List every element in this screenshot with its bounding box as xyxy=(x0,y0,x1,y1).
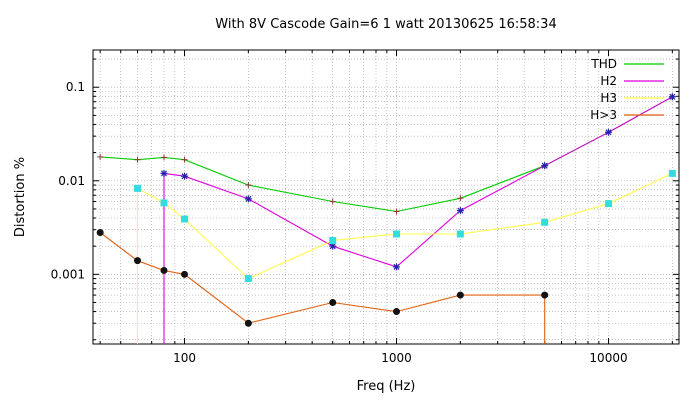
data-point xyxy=(541,291,549,299)
data-point xyxy=(668,93,676,101)
data-point xyxy=(541,218,549,226)
legend-label: H2 xyxy=(600,74,617,88)
data-point xyxy=(181,172,189,180)
data-point xyxy=(329,298,337,306)
series-2 xyxy=(134,169,676,344)
y-tick-label: 0.001 xyxy=(51,267,85,281)
data-point xyxy=(96,228,104,236)
chart-title: With 8V Cascode Gain=6 1 watt 20130625 1… xyxy=(215,17,556,32)
data-point xyxy=(456,207,464,215)
data-point xyxy=(329,236,337,244)
legend: THD H2 H3 H>3 xyxy=(590,57,664,122)
y-tick-label: 0.01 xyxy=(58,174,85,188)
data-point xyxy=(97,153,104,160)
data-point xyxy=(160,199,168,207)
y-axis-label: Distortion % xyxy=(13,157,28,237)
data-point xyxy=(181,215,189,223)
series-line xyxy=(163,96,673,344)
data-point xyxy=(393,308,401,316)
data-point xyxy=(457,195,464,202)
legend-label: H3 xyxy=(600,91,617,105)
data-point xyxy=(605,200,613,208)
series-0 xyxy=(97,93,676,215)
data-point xyxy=(393,230,401,238)
grid xyxy=(93,50,679,344)
x-tick-label: 1000 xyxy=(381,351,412,365)
legend-label: THD xyxy=(590,57,617,71)
series-line xyxy=(100,96,673,213)
data-point xyxy=(244,195,252,203)
series-3 xyxy=(96,228,549,344)
data-point xyxy=(605,128,613,136)
data-point xyxy=(245,182,252,189)
data-point xyxy=(456,230,464,238)
series-group xyxy=(96,93,676,344)
data-point xyxy=(181,156,188,163)
x-axis-label: Freq (Hz) xyxy=(357,379,416,394)
series-line xyxy=(99,232,546,344)
data-point xyxy=(541,162,549,170)
series-line xyxy=(136,172,673,344)
ticks: 100 1000 10000 0.001 0.01 0.1 xyxy=(51,50,679,365)
data-point xyxy=(668,169,676,177)
data-point xyxy=(244,275,252,283)
x-tick-label: 100 xyxy=(173,351,196,365)
data-point xyxy=(456,291,464,299)
data-point xyxy=(160,169,168,177)
legend-label: H>3 xyxy=(590,108,617,122)
data-point xyxy=(393,208,400,215)
y-tick-label: 0.1 xyxy=(66,80,85,94)
data-point xyxy=(393,263,401,271)
data-point xyxy=(244,319,252,327)
data-point xyxy=(134,257,142,265)
x-tick-label: 10000 xyxy=(589,351,627,365)
data-point xyxy=(134,156,141,163)
data-point xyxy=(134,184,142,192)
data-point xyxy=(181,270,189,278)
data-point xyxy=(160,266,168,274)
plot-frame xyxy=(92,49,680,345)
data-point xyxy=(160,154,167,161)
data-point xyxy=(329,198,336,205)
